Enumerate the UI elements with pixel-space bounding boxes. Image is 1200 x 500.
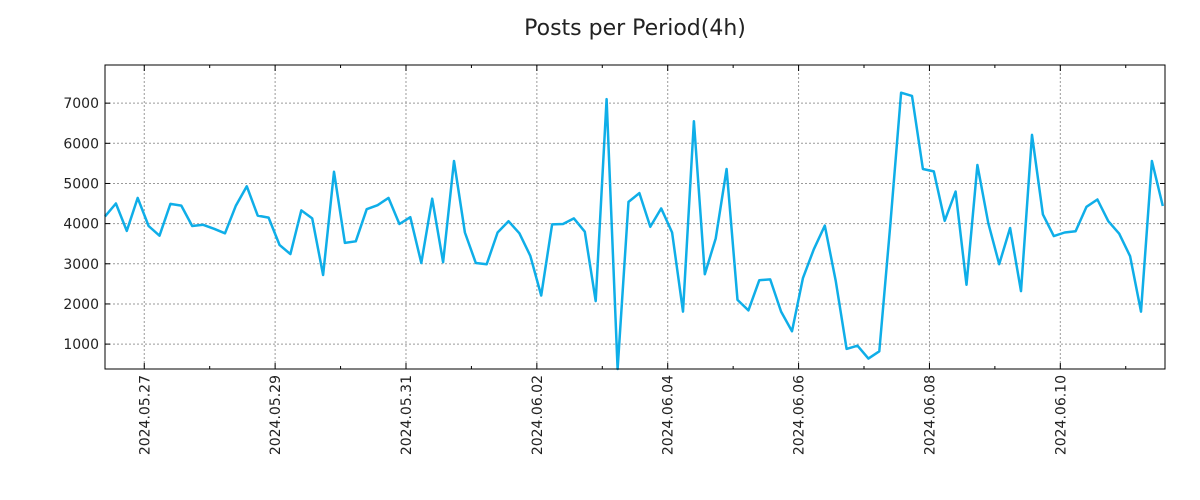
- y-tick-label: 1000: [63, 337, 99, 353]
- series-line: [104, 91, 1165, 371]
- x-tick-label: 2024.06.04: [661, 375, 677, 455]
- y-tick-label: 7000: [63, 96, 99, 112]
- x-tick-label: 2024.05.31: [399, 375, 415, 455]
- tick-labels: 1000 2000 3000 4000 5000 6000 7000 2024.05.27 20…: [63, 96, 1069, 455]
- plot-frame: [104, 64, 1166, 370]
- x-tick-label: 2024.06.06: [792, 375, 808, 455]
- x-tick-label: 2024.06.08: [922, 375, 938, 455]
- y-tick-label: 3000: [63, 257, 99, 273]
- x-tick-label: 2024.05.27: [137, 375, 153, 455]
- y-tick-label: 5000: [63, 176, 99, 192]
- series-layer: [104, 91, 1165, 371]
- y-tick-label: 2000: [63, 297, 99, 313]
- grid: [105, 65, 1165, 369]
- ticks: [105, 65, 1165, 369]
- x-tick-label: 2024.05.29: [268, 375, 284, 455]
- y-tick-label: 6000: [63, 136, 99, 152]
- chart-title: Posts per Period(4h): [524, 16, 746, 41]
- x-tick-label: 2024.06.10: [1053, 375, 1069, 455]
- y-tick-label: 4000: [63, 217, 99, 233]
- x-tick-label: 2024.06.02: [530, 375, 546, 455]
